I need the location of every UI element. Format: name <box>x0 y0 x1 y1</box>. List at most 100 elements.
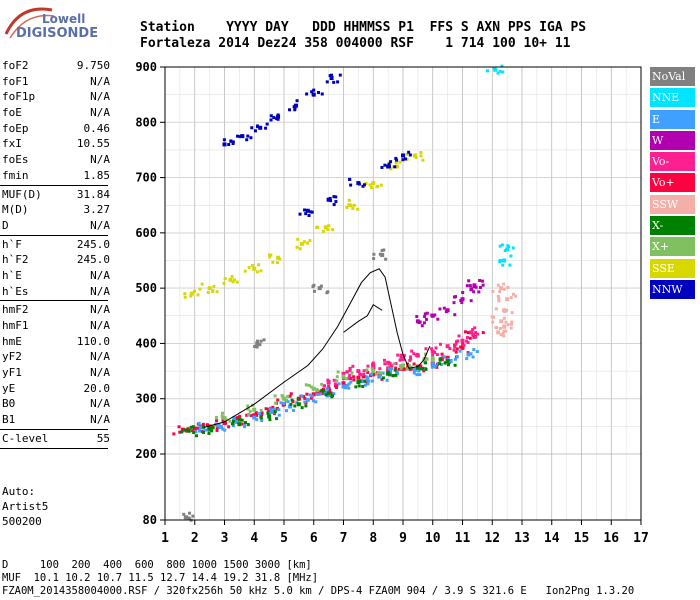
data-point <box>276 255 281 260</box>
data-point-cluster <box>387 162 391 166</box>
data-point-cluster <box>215 428 219 432</box>
data-point <box>267 414 272 419</box>
data-point-cluster <box>415 373 419 377</box>
data-point-cluster <box>201 422 205 426</box>
data-point-cluster <box>352 378 356 382</box>
data-point-cluster <box>380 165 384 169</box>
data-point-cluster <box>495 325 499 329</box>
data-point-cluster <box>250 126 254 130</box>
data-point-cluster <box>288 108 292 112</box>
data-point-cluster <box>378 367 382 371</box>
data-point-cluster <box>269 114 273 118</box>
data-point-cluster <box>347 375 351 379</box>
data-point-cluster <box>271 405 275 409</box>
data-point-cluster <box>412 371 416 375</box>
data-point-cluster <box>372 257 376 261</box>
data-point-cluster <box>374 372 378 376</box>
data-point-cluster <box>334 200 338 204</box>
data-point-cluster <box>367 379 371 383</box>
data-point-cluster <box>231 419 235 423</box>
data-point-cluster <box>215 290 219 294</box>
data-point-cluster <box>394 156 398 160</box>
data-point-cluster <box>471 328 475 332</box>
data-point-cluster <box>276 117 280 121</box>
param-name: h`E <box>2 268 22 282</box>
data-point-cluster <box>424 347 428 351</box>
data-point-cluster <box>306 241 310 245</box>
data-point-cluster <box>224 417 228 421</box>
data-point-cluster <box>496 294 500 298</box>
data-point-cluster <box>258 343 262 347</box>
data-point-cluster <box>422 369 426 373</box>
param-name: B1 <box>2 413 16 427</box>
data-point-cluster <box>311 285 315 289</box>
data-point-cluster <box>443 361 447 365</box>
data-point-cluster <box>246 404 250 408</box>
param-value: N/A <box>90 397 110 411</box>
data-point-cluster <box>446 363 450 367</box>
data-point-cluster <box>189 425 193 429</box>
data-point-cluster <box>455 355 459 359</box>
data-point-cluster <box>332 80 336 84</box>
data-point-cluster <box>455 347 459 351</box>
data-point-cluster <box>496 71 500 75</box>
data-point-cluster <box>231 422 235 426</box>
param-value: N/A <box>90 106 110 120</box>
data-point-cluster <box>253 345 257 349</box>
data-point-cluster <box>258 412 262 416</box>
data-point-cluster <box>351 364 355 368</box>
data-point-cluster <box>390 367 394 371</box>
data-point-cluster <box>363 375 367 379</box>
data-point-cluster <box>222 138 226 142</box>
data-point-cluster <box>510 320 514 324</box>
data-point-cluster <box>266 411 270 415</box>
data-point-cluster <box>469 299 473 303</box>
data-point-cluster <box>329 391 333 395</box>
data-point-cluster <box>370 379 374 383</box>
data-point-cluster <box>304 404 308 408</box>
data-point-cluster <box>394 373 398 377</box>
data-point-cluster <box>399 355 403 359</box>
data-point <box>341 371 346 376</box>
data-point-cluster <box>361 384 365 388</box>
param-name: h`F <box>2 237 22 251</box>
data-point <box>356 369 361 374</box>
param-row: h`F 245.0 <box>0 237 112 253</box>
data-point-cluster <box>467 279 471 283</box>
data-point <box>329 76 334 81</box>
data-point-cluster <box>448 347 452 351</box>
data-point <box>326 380 331 385</box>
data-point-cluster <box>333 382 337 386</box>
data-point-cluster <box>298 212 302 216</box>
data-point-cluster <box>424 367 428 371</box>
param-separator <box>0 234 108 236</box>
data-point-cluster <box>240 422 244 426</box>
data-point-cluster <box>423 312 427 316</box>
data-point-cluster <box>249 136 253 140</box>
data-point-cluster <box>273 394 277 398</box>
data-point-cluster <box>390 363 394 367</box>
data-point-cluster <box>309 396 313 400</box>
data-point-cluster <box>502 316 506 320</box>
param-separator <box>0 428 108 430</box>
data-point-cluster <box>419 151 423 155</box>
data-point-cluster <box>243 423 247 427</box>
data-point <box>466 352 471 357</box>
data-point-cluster <box>187 516 191 520</box>
data-point-cluster <box>422 321 426 325</box>
param-value: N/A <box>90 90 110 104</box>
data-point-cluster <box>192 431 196 435</box>
data-point-cluster <box>271 260 275 264</box>
data-point-cluster <box>507 245 511 249</box>
data-point-cluster <box>391 374 395 378</box>
data-point-cluster <box>349 204 353 208</box>
data-point-cluster <box>378 252 382 256</box>
data-point-cluster <box>316 225 320 229</box>
data-point-cluster <box>255 413 259 417</box>
data-point-cluster <box>259 416 263 420</box>
data-point <box>305 208 310 213</box>
legend-item-vo: Vo- <box>650 152 695 172</box>
y-tick-label: 200 <box>135 447 157 461</box>
data-point-cluster <box>326 290 330 294</box>
param-row: fxI 10.55 <box>0 136 112 152</box>
